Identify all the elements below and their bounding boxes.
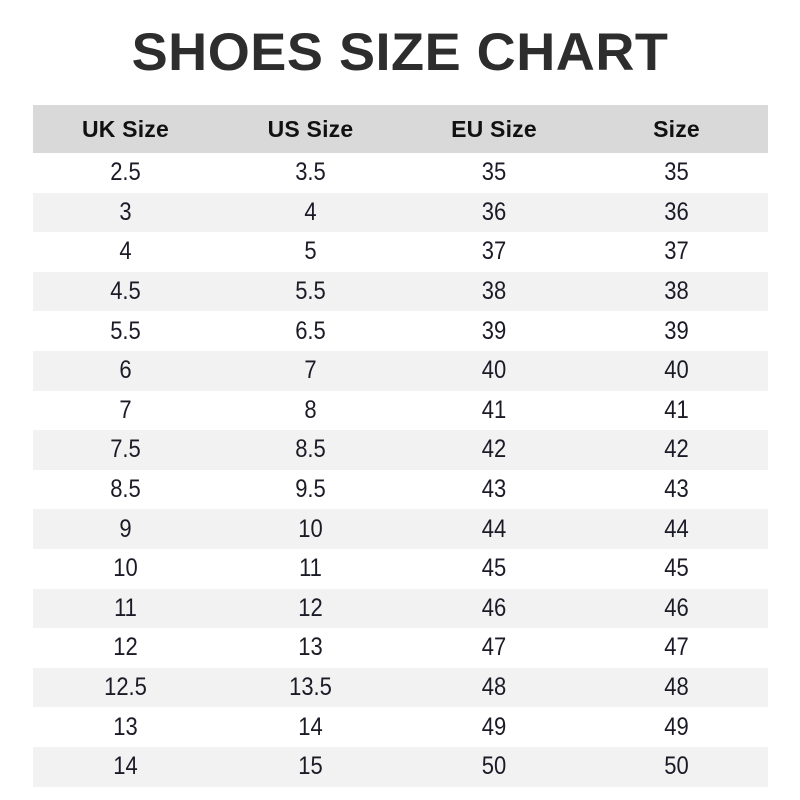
table-cell: 48 bbox=[664, 673, 689, 702]
table-row: 6 7 40 40 bbox=[33, 350, 768, 391]
table-body: 2.5 3.5 35 35 3 4 36 36 4 5 37 37 4.5 5.5 38 38 5.5 6.5 39… bbox=[33, 153, 768, 787]
table-row: 14 15 50 50 bbox=[33, 746, 768, 787]
table-cell: 6.5 bbox=[295, 316, 326, 345]
table-cell: 42 bbox=[481, 435, 507, 464]
table-row: 12.5 13.5 48 48 bbox=[33, 667, 768, 708]
table-cell: 40 bbox=[664, 356, 689, 385]
table-cell: 42 bbox=[664, 435, 689, 464]
table-cell: 50 bbox=[481, 752, 507, 781]
table-cell: 7.5 bbox=[110, 435, 141, 464]
table-row: 8.5 9.5 43 43 bbox=[33, 469, 768, 510]
table-cell: 9 bbox=[119, 514, 132, 543]
table-cell: 3 bbox=[119, 197, 132, 226]
table-row: 7 8 41 41 bbox=[33, 390, 768, 431]
table-cell: 12 bbox=[298, 593, 323, 622]
table-header-row: UK Size US Size EU Size Size bbox=[33, 105, 768, 153]
page-title: SHOES SIZE CHART bbox=[131, 23, 669, 82]
table-cell: 2.5 bbox=[110, 158, 141, 187]
table-cell: 45 bbox=[664, 554, 689, 583]
table-cell: 13.5 bbox=[289, 673, 332, 702]
column-header-us-size: US Size bbox=[267, 115, 354, 142]
table-cell: 37 bbox=[481, 237, 507, 266]
table-cell: 43 bbox=[481, 475, 507, 504]
table-cell: 41 bbox=[664, 395, 689, 424]
table-cell: 40 bbox=[481, 356, 507, 385]
table-cell: 36 bbox=[664, 197, 689, 226]
table-row: 13 14 49 49 bbox=[33, 707, 768, 747]
table-cell: 13 bbox=[113, 712, 138, 741]
table-row: 7.5 8.5 42 42 bbox=[33, 430, 768, 470]
table-cell: 9.5 bbox=[295, 475, 326, 504]
table-row: 10 11 45 45 bbox=[33, 548, 768, 589]
table-cell: 4.5 bbox=[110, 277, 141, 306]
table-row: 11 12 46 46 bbox=[33, 588, 768, 629]
table-cell: 11 bbox=[114, 593, 137, 622]
table-cell: 12 bbox=[113, 633, 138, 662]
table-cell: 47 bbox=[664, 633, 689, 662]
table-header: UK Size US Size EU Size Size bbox=[33, 105, 768, 153]
column-header-uk-size: UK Size bbox=[81, 115, 170, 142]
column-header-size: Size bbox=[653, 115, 700, 142]
table-cell: 35 bbox=[481, 158, 507, 187]
table-cell: 37 bbox=[664, 237, 689, 266]
table-cell: 5 bbox=[304, 237, 317, 266]
table-row: 5.5 6.5 39 39 bbox=[33, 311, 768, 351]
table-cell: 4 bbox=[119, 237, 132, 266]
table-row: 2.5 3.5 35 35 bbox=[33, 153, 768, 193]
table-cell: 8.5 bbox=[110, 475, 141, 504]
table-cell: 46 bbox=[664, 593, 689, 622]
table-cell: 10 bbox=[298, 514, 323, 543]
table-cell: 4 bbox=[304, 197, 317, 226]
table-cell: 41 bbox=[481, 395, 507, 424]
table-cell: 49 bbox=[481, 712, 507, 741]
table-cell: 13 bbox=[298, 633, 323, 662]
table-cell: 38 bbox=[481, 277, 507, 306]
table-cell: 35 bbox=[664, 158, 689, 187]
table-cell: 45 bbox=[481, 554, 507, 583]
table-cell: 49 bbox=[664, 712, 689, 741]
table-cell: 11 bbox=[299, 554, 322, 583]
table-cell: 10 bbox=[113, 554, 138, 583]
column-header-eu-size: EU Size bbox=[451, 115, 537, 142]
table-row: 12 13 47 47 bbox=[33, 628, 768, 668]
table-cell: 46 bbox=[481, 593, 507, 622]
table-cell: 7 bbox=[119, 395, 132, 424]
table-cell: 5.5 bbox=[295, 277, 326, 306]
table-cell: 44 bbox=[481, 514, 507, 543]
table-cell: 48 bbox=[481, 673, 507, 702]
table-cell: 44 bbox=[664, 514, 689, 543]
table-cell: 14 bbox=[113, 752, 138, 781]
table-cell: 15 bbox=[298, 752, 323, 781]
table-row: 4 5 37 37 bbox=[33, 232, 768, 272]
table-cell: 36 bbox=[481, 197, 507, 226]
table-cell: 39 bbox=[664, 316, 689, 345]
table-cell: 50 bbox=[664, 752, 689, 781]
table-cell: 8 bbox=[304, 395, 317, 424]
table-cell: 5.5 bbox=[110, 316, 141, 345]
table-cell: 6 bbox=[119, 356, 132, 385]
table-cell: 38 bbox=[664, 277, 689, 306]
table-row: 4.5 5.5 38 38 bbox=[33, 271, 768, 312]
table-cell: 3.5 bbox=[295, 158, 326, 187]
table-cell: 14 bbox=[298, 712, 323, 741]
table-cell: 7 bbox=[304, 356, 317, 385]
table-cell: 39 bbox=[481, 316, 507, 345]
table-cell: 12.5 bbox=[104, 673, 147, 702]
table-row: 9 10 44 44 bbox=[33, 509, 768, 549]
table-row: 3 4 36 36 bbox=[33, 192, 768, 233]
table-cell: 47 bbox=[481, 633, 507, 662]
shoe-size-table: UK Size US Size EU Size Size 2.5 3.5 35 35 3… bbox=[33, 105, 768, 787]
table-cell: 43 bbox=[664, 475, 689, 504]
table-cell: 8.5 bbox=[295, 435, 326, 464]
